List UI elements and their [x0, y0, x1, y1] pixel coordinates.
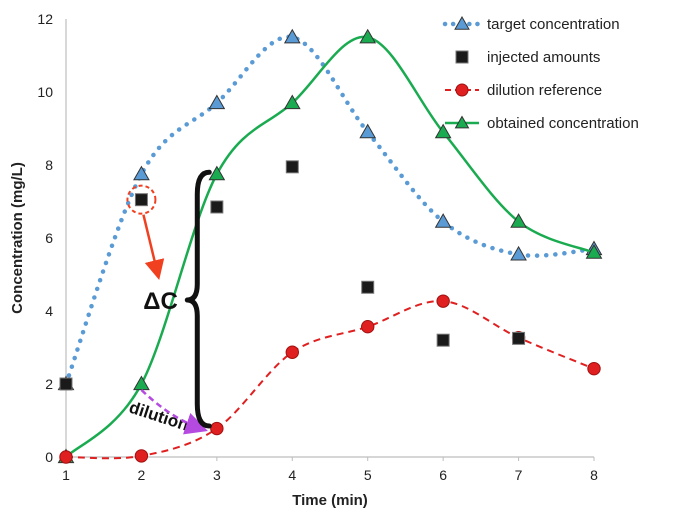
data-point [436, 294, 450, 308]
x-tick-label: 8 [590, 467, 598, 483]
series-2 [59, 294, 601, 464]
data-point [361, 280, 375, 294]
y-tick-label: 2 [45, 376, 53, 392]
data-point [436, 333, 450, 347]
y-axis-title: Concentration (mg/L) [9, 162, 26, 314]
data-point [359, 123, 377, 139]
data-point [510, 245, 527, 261]
y-tick-label: 12 [37, 11, 53, 27]
data-point [285, 160, 299, 174]
data-point [134, 449, 149, 463]
data-point [133, 165, 150, 181]
legend: target concentration injected amounts dilu… [442, 15, 639, 132]
arrow-to-delta [142, 214, 165, 280]
x-axis-title: Time (min) [292, 492, 368, 509]
data-point [208, 165, 226, 181]
data-point [59, 450, 73, 464]
y-tick-label: 0 [45, 449, 53, 465]
y-tick-label: 6 [45, 230, 53, 246]
x-tick-label: 4 [288, 467, 296, 483]
delta-brace [184, 169, 212, 429]
legend-marker [454, 15, 470, 30]
legend-marker [455, 50, 469, 64]
highlight-circle [126, 184, 157, 215]
data-point [208, 94, 226, 110]
legend-entry: obtained concentration [445, 115, 639, 132]
x-tick-label: 6 [439, 467, 447, 483]
y-tick-labels: 0 2 4 6 8 10 12 [37, 11, 53, 465]
data-point [434, 213, 452, 228]
data-point [283, 94, 301, 110]
legend-entry: target concentration [442, 15, 620, 33]
legend-label: obtained concentration [487, 115, 639, 132]
legend-label: injected amounts [487, 49, 600, 66]
x-tick-label: 2 [138, 467, 146, 483]
data-point [585, 244, 603, 259]
x-tick-labels: 1 2 3 4 5 6 7 8 [62, 457, 598, 483]
y-tick-label: 4 [45, 303, 53, 319]
annotations: ΔC dilution [126, 169, 212, 435]
x-tick-label: 3 [213, 467, 221, 483]
delta-c-label: ΔC [143, 288, 178, 315]
data-point [512, 331, 526, 345]
data-point [434, 123, 452, 139]
legend-label: target concentration [487, 16, 620, 33]
data-point [361, 319, 375, 334]
data-point [210, 421, 224, 436]
legend-entry: dilution reference [445, 82, 602, 99]
y-tick-label: 10 [37, 84, 53, 100]
legend-entry: injected amounts [455, 49, 600, 66]
legend-label: dilution reference [487, 82, 602, 99]
data-point [359, 28, 377, 44]
data-point [510, 213, 527, 228]
legend-marker [454, 115, 470, 129]
data-point [133, 375, 150, 391]
y-tick-label: 8 [45, 157, 53, 173]
data-point [283, 28, 301, 44]
series-1 [59, 160, 526, 391]
legend-marker [455, 83, 469, 97]
x-tick-label: 7 [515, 467, 523, 483]
series-line [65, 35, 595, 458]
data-point [587, 361, 601, 376]
data-point [210, 200, 224, 214]
x-tick-label: 5 [364, 467, 372, 483]
x-tick-label: 1 [62, 467, 70, 483]
dilution-arrow [140, 389, 208, 435]
dilution-label: dilution [127, 398, 191, 435]
series-layer [57, 28, 603, 464]
data-point [285, 345, 299, 359]
series-line [65, 300, 595, 460]
data-point [59, 377, 73, 391]
data-point [134, 193, 148, 207]
